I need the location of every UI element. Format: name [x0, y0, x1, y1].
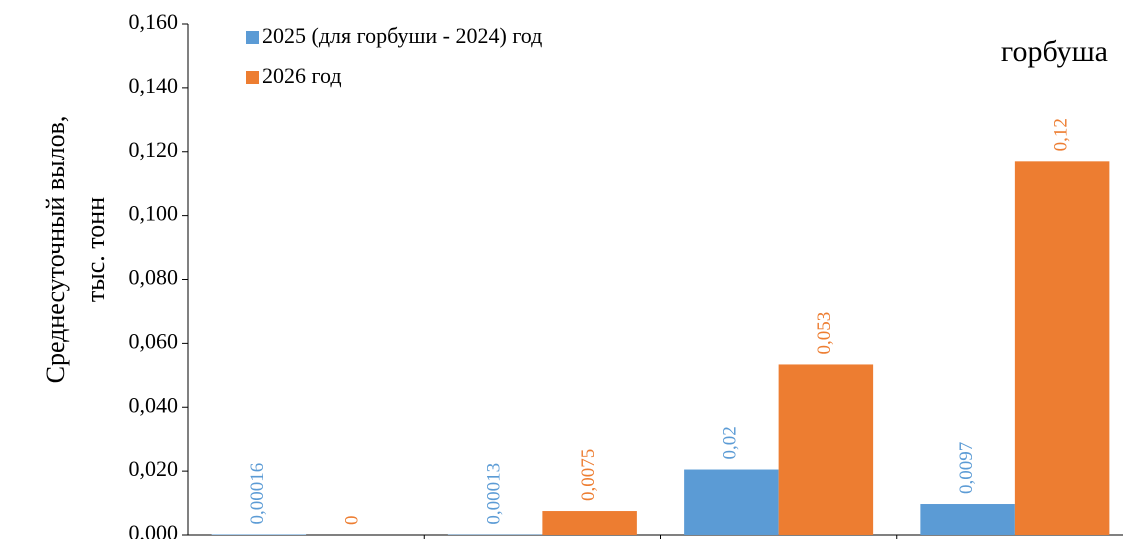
y-tick-label: 0,040: [129, 392, 179, 417]
data-label: 0,00016: [247, 463, 268, 525]
data-label: 0: [342, 516, 363, 526]
y-axis-label: Среднесуточный вылов,: [41, 116, 70, 384]
data-label: 0,02: [720, 426, 741, 459]
bar: [684, 469, 779, 535]
data-label: 0,0097: [956, 442, 977, 494]
data-label: 0,00013: [483, 463, 504, 525]
y-tick-label: 0,020: [129, 456, 179, 481]
legend-label: 2025 (для горбуши - 2024) год: [262, 23, 542, 48]
y-tick-label: 0,160: [129, 9, 179, 34]
y-tick-label: 0,000: [129, 520, 179, 539]
annotation: горбуша: [1001, 35, 1108, 68]
legend-swatch: [246, 71, 259, 84]
y-tick-label: 0,140: [129, 73, 179, 98]
bar: [211, 534, 307, 535]
data-label: 0,0075: [578, 449, 599, 501]
bar: [920, 504, 1015, 535]
data-label: 0,12: [1050, 118, 1071, 151]
legend-swatch: [246, 31, 259, 44]
y-tick-label: 0,080: [129, 265, 179, 290]
bar: [542, 511, 637, 535]
bar: [1014, 161, 1110, 536]
y-tick-label: 0,120: [129, 137, 179, 162]
y-tick-label: 0,060: [129, 328, 179, 353]
data-label: 0,053: [814, 312, 835, 355]
bar: [778, 364, 874, 535]
y-tick-label: 0,100: [129, 201, 179, 226]
legend-label: 2026 год: [262, 63, 342, 88]
y-axis-label: тыс. тонн: [81, 197, 110, 302]
